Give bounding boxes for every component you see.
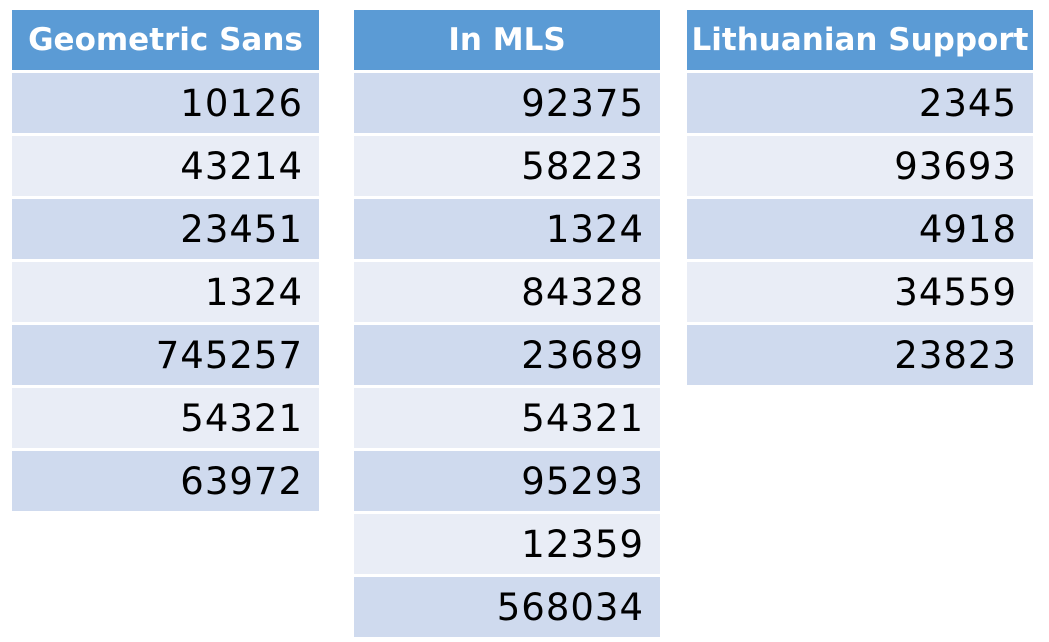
table-cell: 93693	[687, 136, 1033, 196]
table-cell: 23689	[354, 325, 660, 385]
table-cell: 10126	[12, 73, 319, 133]
table-header: Lithuanian Support	[687, 10, 1033, 70]
table-cell: 1324	[12, 262, 319, 322]
table-cell: 1324	[354, 199, 660, 259]
table-cell: 84328	[354, 262, 660, 322]
table-in-mls: In MLS 92375 58223 1324 84328 23689 5432…	[354, 10, 660, 637]
table-cell: 745257	[12, 325, 319, 385]
table-cell: 63972	[12, 451, 319, 511]
table-cell: 2345	[687, 73, 1033, 133]
table-geometric-sans: Geometric Sans 10126 43214 23451 1324 74…	[12, 10, 319, 511]
table-cell: 12359	[354, 514, 660, 574]
table-cell: 54321	[354, 388, 660, 448]
table-header: Geometric Sans	[12, 10, 319, 70]
table-lithuanian-support: Lithuanian Support 2345 93693 4918 34559…	[687, 10, 1033, 385]
table-cell: 23451	[12, 199, 319, 259]
table-cell: 43214	[12, 136, 319, 196]
table-cell: 54321	[12, 388, 319, 448]
table-cell: 34559	[687, 262, 1033, 322]
table-cell: 58223	[354, 136, 660, 196]
table-cell: 92375	[354, 73, 660, 133]
table-cell: 568034	[354, 577, 660, 637]
table-cell: 95293	[354, 451, 660, 511]
table-cell: 23823	[687, 325, 1033, 385]
table-cell: 4918	[687, 199, 1033, 259]
table-header: In MLS	[354, 10, 660, 70]
